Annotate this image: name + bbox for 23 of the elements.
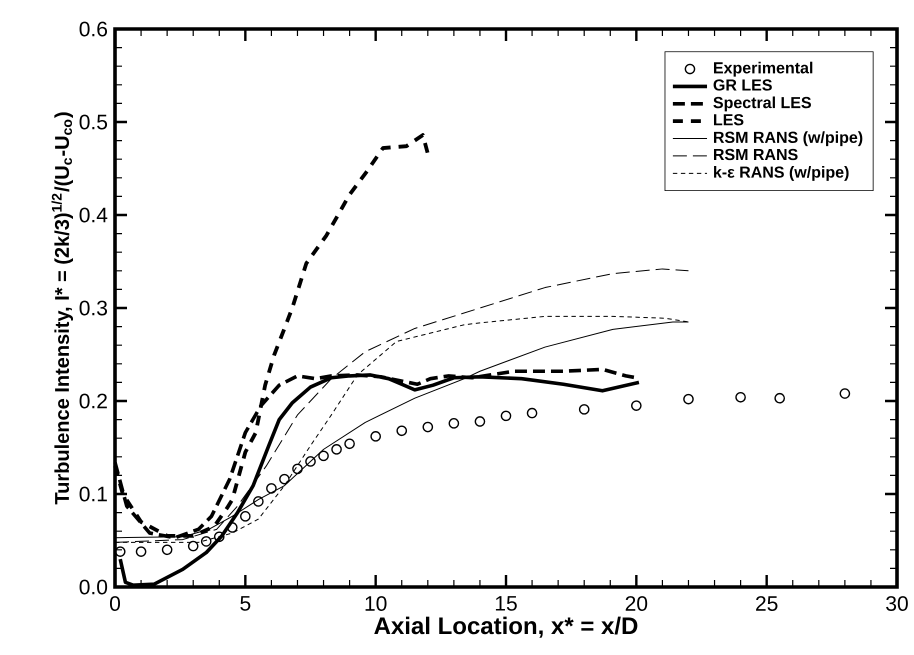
y-tick-label: 0.3 <box>80 300 108 316</box>
x-tick-label: 5 <box>240 596 250 611</box>
legend-label: Experimental <box>714 62 812 77</box>
legend-label: RSM RANS (w/pipe) <box>714 131 862 146</box>
legend-label: Spectral LES <box>713 96 811 112</box>
y-tick-label: 0.2 <box>80 394 107 408</box>
y-tick-label: 0.0 <box>80 580 108 594</box>
y-tick-label: 0.6 <box>80 22 108 36</box>
y-tick-label: 0.4 <box>80 208 108 222</box>
x-tick-label: 20 <box>626 596 648 611</box>
legend-label: RSM RANS <box>714 148 798 160</box>
x-tick-label: 10 <box>366 596 387 611</box>
x-axis-title: Axial Location, x* = x/D <box>374 616 638 638</box>
legend-label: GR LES <box>714 79 772 91</box>
y-tick-label: 0.5 <box>80 114 108 130</box>
y-tick-label: 0.1 <box>80 486 107 502</box>
x-tick-label: 30 <box>886 596 908 611</box>
x-tick-label: 0 <box>110 596 120 611</box>
legend-label: LES <box>714 114 744 126</box>
y-axis-title: Turbulence Intensity, I* = (2k/3)$^{1/2}$/(U$_{c}$-U$_{co}$) <box>51 112 74 504</box>
x-tick-label: 15 <box>496 596 517 611</box>
x-tick-label: 25 <box>756 596 778 611</box>
legend-label: k-ε RANS (w/pipe) <box>714 166 849 181</box>
